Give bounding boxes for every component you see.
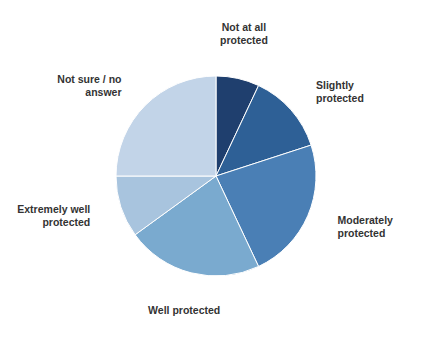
slice-label-line: answer	[85, 86, 121, 98]
slice-label: Extremely wellprotected	[17, 203, 90, 228]
slice-label-line: Not at all	[222, 21, 266, 33]
pie	[116, 76, 316, 276]
slice-label-line: Moderately	[337, 214, 393, 226]
slice-label-line: Well protected	[148, 304, 220, 316]
chart-svg: Not at allprotectedSlightlyprotectedMode…	[0, 0, 432, 352]
slice-label: Well protected	[148, 304, 220, 316]
pie-slice	[116, 76, 216, 176]
labels: Not at allprotectedSlightlyprotectedMode…	[17, 21, 393, 316]
slice-label-line: Not sure / no	[57, 73, 121, 85]
slice-label-line: Slightly	[316, 79, 354, 91]
slice-label-line: protected	[316, 92, 364, 104]
slice-label-line: protected	[42, 216, 90, 228]
slice-label-line: protected	[337, 227, 385, 239]
slice-label-line: Extremely well	[17, 203, 90, 215]
slice-label: Slightlyprotected	[316, 79, 364, 104]
pie-slice	[116, 176, 216, 235]
slice-label: Not at allprotected	[220, 21, 268, 46]
slice-label: Moderatelyprotected	[337, 214, 393, 239]
slice-label-line: protected	[220, 34, 268, 46]
chart-container: Not at allprotectedSlightlyprotectedMode…	[0, 0, 432, 352]
slice-label: Not sure / noanswer	[57, 73, 121, 98]
